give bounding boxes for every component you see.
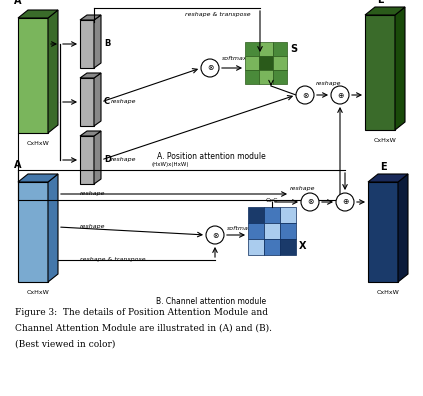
Polygon shape: [80, 78, 94, 126]
Polygon shape: [80, 136, 94, 184]
Polygon shape: [94, 15, 101, 68]
Text: CxHxW: CxHxW: [374, 138, 396, 143]
Polygon shape: [48, 10, 58, 133]
Text: B: B: [104, 40, 110, 48]
Polygon shape: [94, 73, 101, 126]
Text: reshape: reshape: [80, 191, 105, 196]
Text: ⊕: ⊕: [337, 91, 343, 99]
Text: B. Channel attention module: B. Channel attention module: [156, 297, 266, 306]
Bar: [264, 239, 280, 255]
Text: reshape & transpose: reshape & transpose: [185, 12, 250, 17]
Bar: [264, 207, 280, 223]
Text: E: E: [380, 162, 386, 172]
Bar: [248, 207, 264, 223]
Text: softmax: softmax: [227, 226, 253, 231]
Polygon shape: [368, 182, 398, 282]
Polygon shape: [80, 15, 101, 20]
Polygon shape: [18, 174, 58, 182]
Text: D: D: [104, 156, 111, 164]
Bar: [259, 42, 273, 56]
Text: ⊕: ⊕: [342, 198, 348, 206]
Text: reshape: reshape: [80, 224, 105, 229]
Text: CxHxW: CxHxW: [27, 290, 49, 295]
Bar: [259, 56, 273, 70]
Text: reshape: reshape: [111, 158, 137, 162]
Bar: [248, 223, 264, 239]
Polygon shape: [365, 15, 395, 130]
Text: (Best viewed in color): (Best viewed in color): [15, 340, 115, 349]
Text: A: A: [14, 160, 22, 170]
Text: softmax: softmax: [222, 56, 247, 61]
Text: (HxW)x(HxW): (HxW)x(HxW): [151, 162, 189, 167]
Text: reshape: reshape: [290, 186, 316, 191]
Polygon shape: [80, 20, 94, 68]
Text: Figure 3:  The details of Position Attention Module and: Figure 3: The details of Position Attent…: [15, 308, 268, 317]
Text: ⊗: ⊗: [307, 198, 313, 206]
Circle shape: [301, 193, 319, 211]
Bar: [280, 207, 296, 223]
Polygon shape: [398, 174, 408, 282]
Text: CxHxW: CxHxW: [27, 141, 49, 146]
Circle shape: [331, 86, 349, 104]
Text: X: X: [299, 241, 307, 251]
Text: C: C: [104, 97, 110, 107]
Polygon shape: [48, 174, 58, 282]
Text: reshape: reshape: [316, 81, 341, 86]
Bar: [273, 56, 287, 70]
Bar: [245, 42, 259, 56]
Text: Channel Attention Module are illustrated in (A) and (B).: Channel Attention Module are illustrated…: [15, 324, 272, 333]
Text: S: S: [290, 44, 297, 54]
Bar: [264, 223, 280, 239]
Bar: [245, 70, 259, 84]
Text: ⊗: ⊗: [212, 230, 218, 240]
Text: reshape: reshape: [111, 99, 137, 105]
Polygon shape: [18, 18, 48, 133]
Polygon shape: [368, 174, 408, 182]
Bar: [273, 42, 287, 56]
Text: A. Position attention module: A. Position attention module: [157, 152, 265, 161]
Bar: [280, 223, 296, 239]
Circle shape: [336, 193, 354, 211]
Circle shape: [201, 59, 219, 77]
Text: E: E: [377, 0, 383, 5]
Polygon shape: [365, 7, 405, 15]
Polygon shape: [18, 10, 58, 18]
Polygon shape: [395, 7, 405, 130]
Circle shape: [296, 86, 314, 104]
Text: ⊗: ⊗: [207, 63, 213, 72]
Text: CxHxW: CxHxW: [376, 290, 399, 295]
Bar: [273, 70, 287, 84]
Text: ⊗: ⊗: [302, 91, 308, 99]
Polygon shape: [94, 131, 101, 184]
Text: A: A: [14, 0, 22, 6]
Bar: [248, 239, 264, 255]
Polygon shape: [18, 182, 48, 282]
Polygon shape: [80, 131, 101, 136]
Text: CxC: CxC: [266, 198, 278, 203]
Text: reshape & transpose: reshape & transpose: [80, 257, 146, 262]
Bar: [245, 56, 259, 70]
Bar: [259, 70, 273, 84]
Polygon shape: [80, 73, 101, 78]
Circle shape: [206, 226, 224, 244]
Bar: [280, 239, 296, 255]
